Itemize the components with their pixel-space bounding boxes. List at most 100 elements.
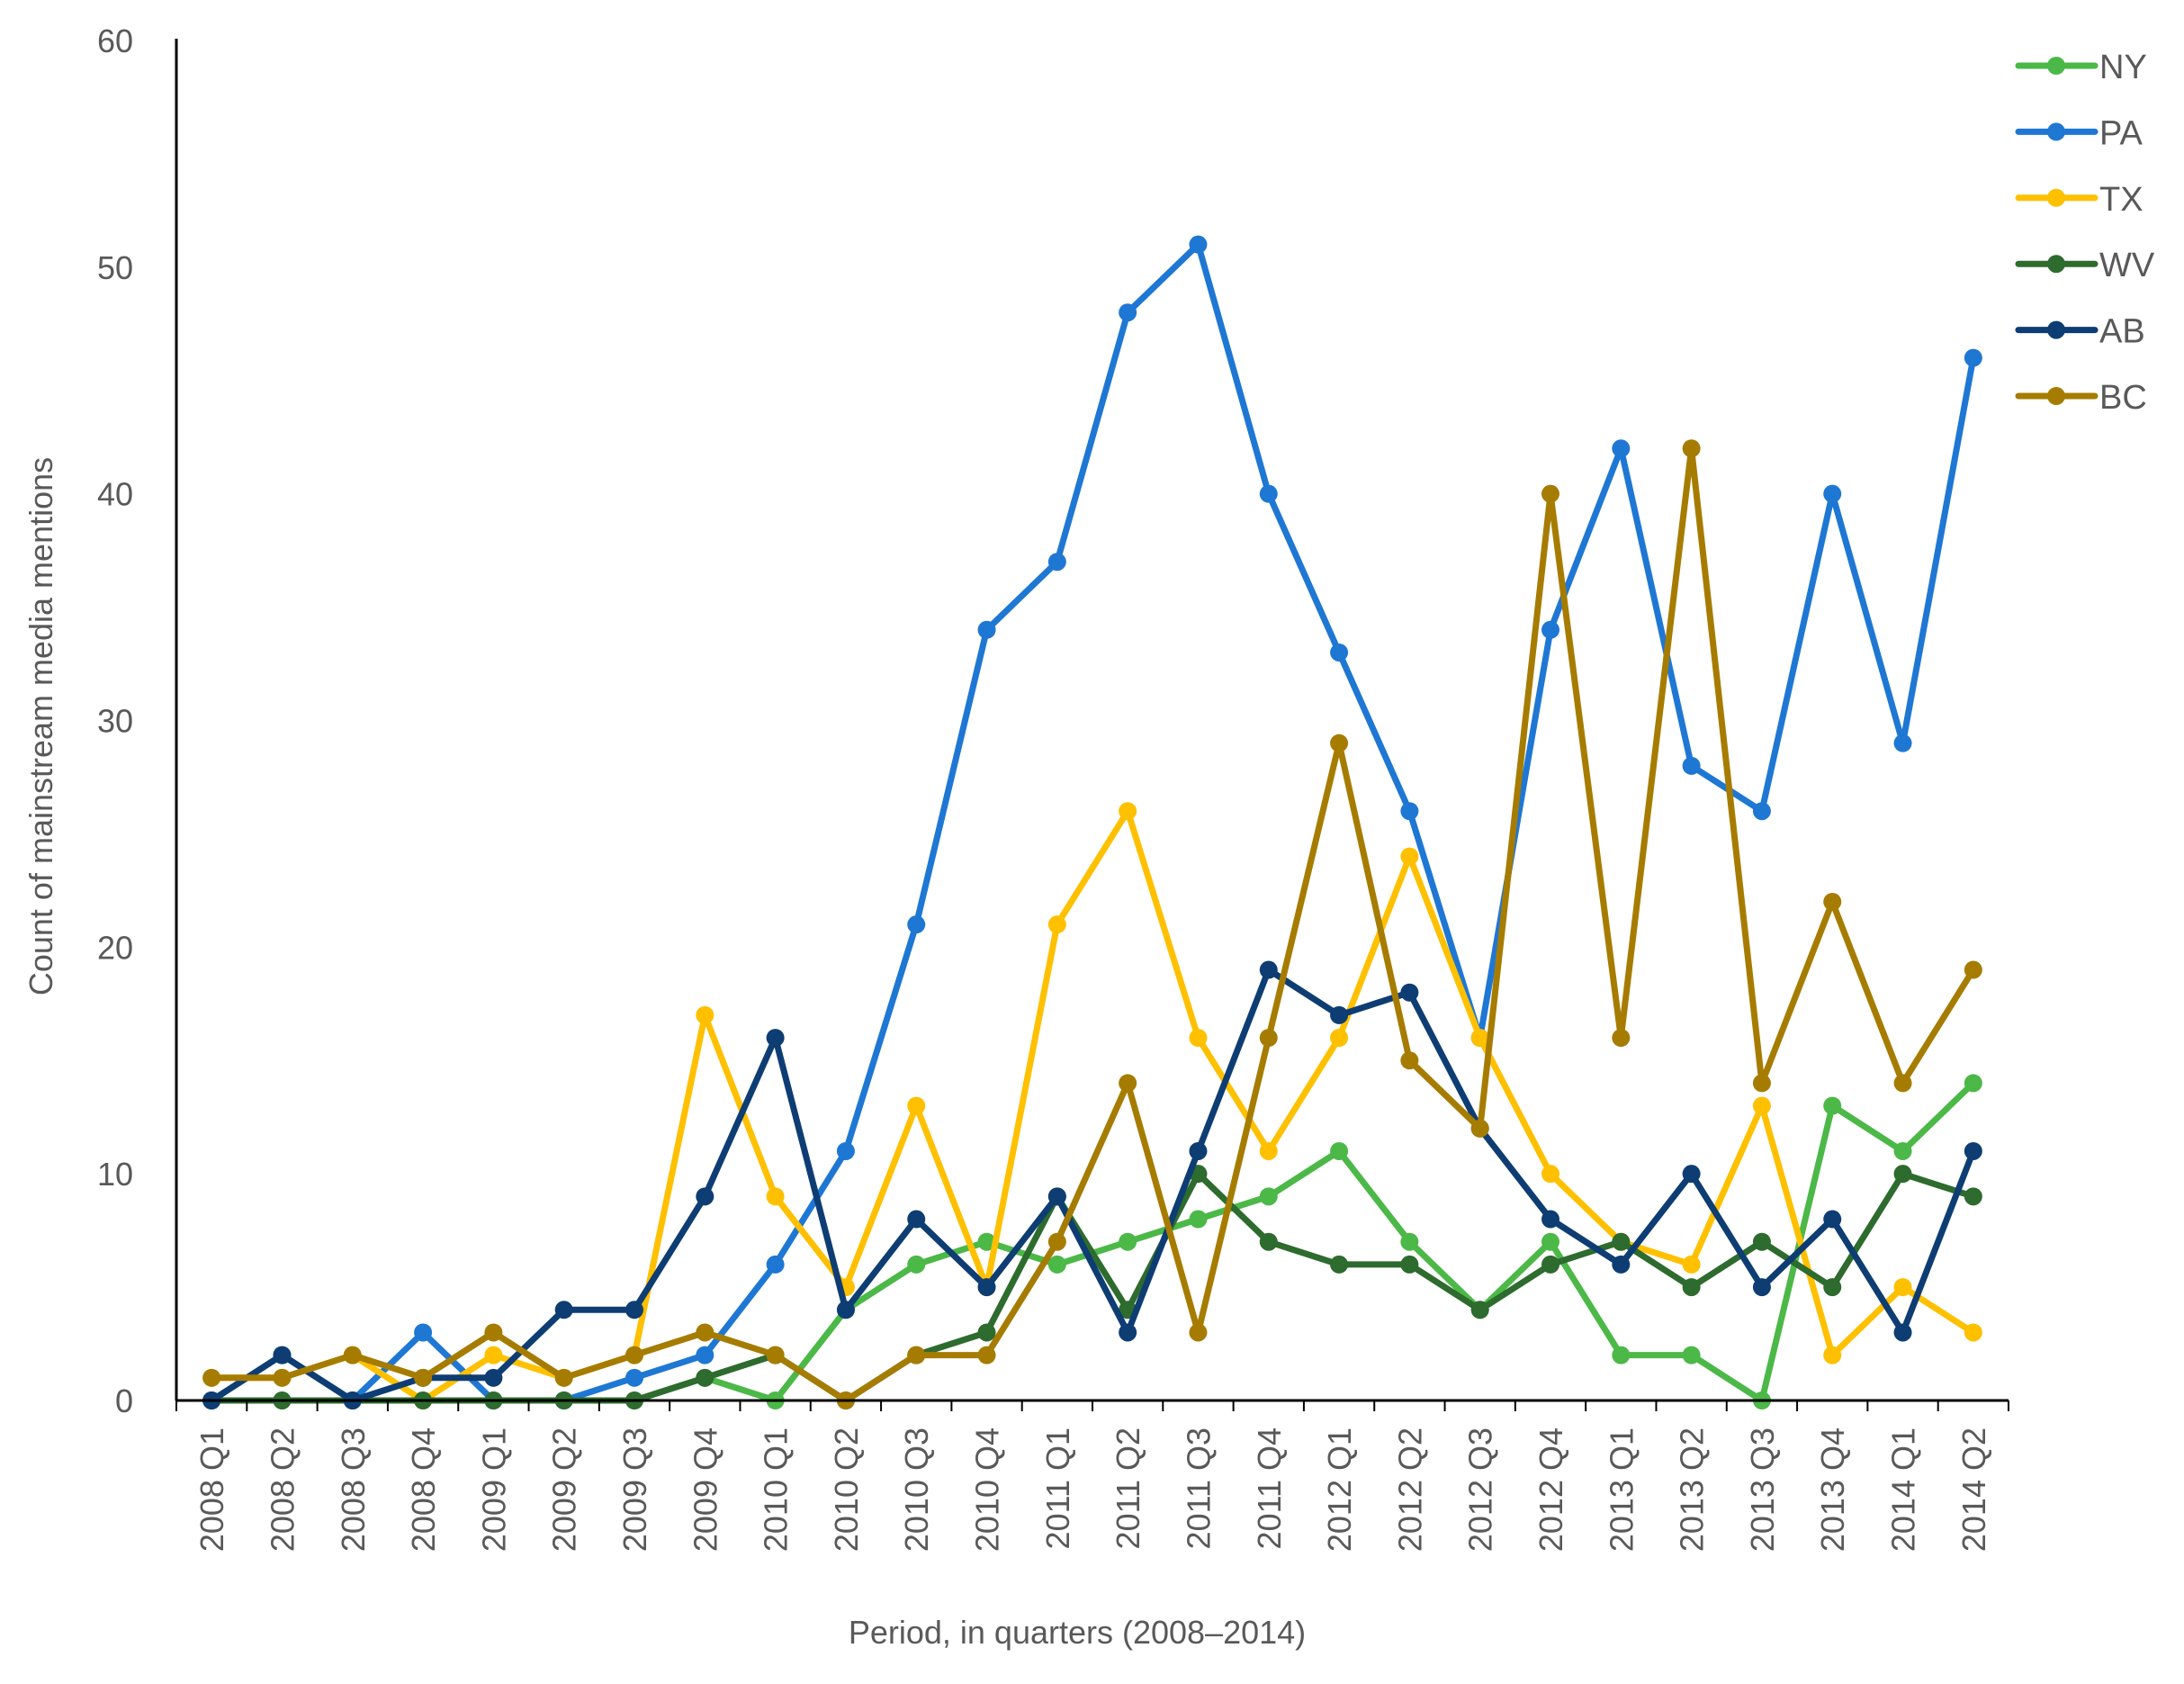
data-point xyxy=(1330,1255,1349,1274)
legend-swatch-marker xyxy=(2047,387,2065,405)
x-tick-label: 2011 Q2 xyxy=(1110,1427,1146,1549)
series-line xyxy=(208,967,1977,1404)
legend-label: WV xyxy=(2099,247,2155,284)
data-point xyxy=(1541,484,1559,503)
data-point xyxy=(1612,439,1631,458)
data-point xyxy=(1541,1210,1559,1229)
legend-label: NY xyxy=(2099,49,2147,86)
data-point xyxy=(836,1301,855,1319)
series-ab xyxy=(202,960,1982,1409)
data-point xyxy=(1612,1255,1631,1274)
data-point xyxy=(1823,1210,1842,1229)
data-point xyxy=(1752,1232,1771,1251)
legend-label: PA xyxy=(2099,114,2144,152)
data-point xyxy=(1259,1141,1278,1160)
data-point xyxy=(1893,734,1912,752)
data-point xyxy=(696,1368,715,1387)
data-point xyxy=(1259,1187,1278,1206)
y-axis-title: Count of mainstream media mentions xyxy=(22,457,59,995)
data-point xyxy=(1119,802,1137,821)
data-point xyxy=(1682,1255,1701,1274)
x-tick-label: 2010 Q3 xyxy=(898,1427,935,1552)
y-tick-label: 50 xyxy=(97,249,133,286)
x-tick-label: 2009 Q3 xyxy=(616,1427,653,1552)
data-point xyxy=(766,1346,785,1364)
x-axis-title: Period, in quarters (2008–2014) xyxy=(849,1614,1306,1651)
data-point xyxy=(1964,960,1982,979)
legend-item-pa: PA xyxy=(2015,114,2144,152)
data-point xyxy=(1682,1278,1701,1297)
data-point xyxy=(1964,1187,1982,1206)
data-point xyxy=(554,1368,573,1387)
y-tick-label: 30 xyxy=(97,703,133,740)
x-tick-label: 2012 Q3 xyxy=(1462,1427,1499,1552)
data-point xyxy=(907,1210,926,1229)
data-point xyxy=(414,1368,433,1387)
data-point xyxy=(1047,1255,1066,1274)
data-point xyxy=(1400,1255,1419,1274)
data-point xyxy=(1541,1255,1559,1274)
data-point xyxy=(1964,1074,1982,1093)
series-pa xyxy=(202,235,1982,1409)
x-tick-label: 2014 Q1 xyxy=(1885,1427,1922,1552)
data-point xyxy=(907,1346,926,1364)
data-point xyxy=(1400,847,1419,866)
data-point xyxy=(1823,484,1842,503)
tick-labels: 0 10 20 30 40 50 60 2008 Q1 2008 Q2 2008 Q3 2008 Q… xyxy=(97,23,1992,1552)
legend-label: TX xyxy=(2099,181,2144,219)
legend-swatch-marker xyxy=(2047,188,2065,207)
y-tick-label: 60 xyxy=(97,23,133,59)
data-point xyxy=(1047,553,1066,572)
series-tx xyxy=(202,802,1982,1409)
data-point xyxy=(1189,1323,1208,1342)
data-point xyxy=(1330,734,1349,752)
data-point xyxy=(1964,348,1982,367)
data-point xyxy=(696,1005,715,1024)
data-point xyxy=(1259,484,1278,503)
data-point xyxy=(1612,1029,1631,1048)
data-point xyxy=(1400,1232,1419,1251)
x-tick-label: 2010 Q4 xyxy=(969,1427,1006,1552)
series-bc xyxy=(202,439,1982,1409)
data-point xyxy=(625,1346,643,1364)
data-point xyxy=(1682,1165,1701,1184)
data-point xyxy=(1823,892,1842,911)
data-point xyxy=(1612,1346,1631,1364)
legend-swatch-marker xyxy=(2047,320,2065,339)
data-point xyxy=(1470,1029,1489,1048)
data-point xyxy=(1823,1346,1842,1364)
x-tick-label: 2012 Q2 xyxy=(1391,1427,1428,1552)
x-tick-label: 2013 Q4 xyxy=(1814,1427,1851,1552)
data-point xyxy=(1470,1119,1489,1138)
data-point xyxy=(1047,1232,1066,1251)
axes xyxy=(175,39,2009,1411)
data-point xyxy=(907,1096,926,1115)
data-point xyxy=(1189,1141,1208,1160)
series-line xyxy=(208,807,1977,1404)
data-point xyxy=(1189,235,1208,254)
x-tick-label: 2013 Q2 xyxy=(1674,1427,1711,1552)
data-point xyxy=(977,1278,996,1297)
series-line xyxy=(208,445,1977,1404)
data-point xyxy=(1259,1029,1278,1048)
data-point xyxy=(414,1323,433,1342)
data-point xyxy=(484,1368,503,1387)
data-point xyxy=(1682,756,1701,775)
data-point xyxy=(836,1141,855,1160)
data-point xyxy=(1541,1165,1559,1184)
data-point xyxy=(1893,1141,1912,1160)
legend-item-bc: BC xyxy=(2015,379,2147,417)
x-tick-label: 2009 Q1 xyxy=(475,1427,512,1552)
plot-lines xyxy=(202,235,1982,1409)
x-tick-label: 2009 Q4 xyxy=(687,1427,724,1552)
data-point xyxy=(1541,620,1559,639)
y-tick-label: 40 xyxy=(97,476,133,513)
data-point xyxy=(1189,1210,1208,1229)
data-point xyxy=(766,1187,785,1206)
data-point xyxy=(1893,1278,1912,1297)
x-tick-label: 2008 Q4 xyxy=(405,1427,442,1552)
data-point xyxy=(625,1301,643,1319)
x-tick-label: 2011 Q4 xyxy=(1251,1427,1288,1549)
data-point xyxy=(696,1187,715,1206)
